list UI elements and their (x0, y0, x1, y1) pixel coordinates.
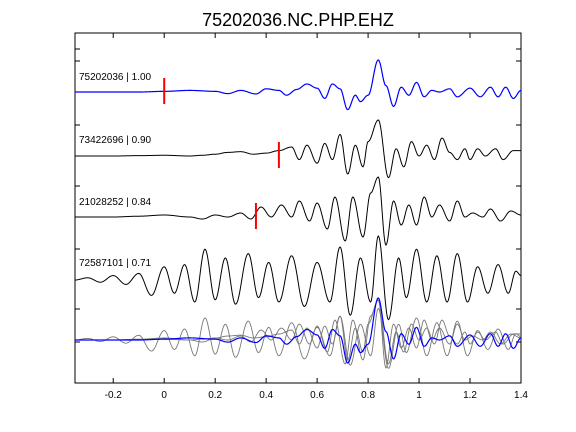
tick-layer: -0.2 0 0.2 0.4 0.6 0.8 1 1.2 1.4 (75, 33, 528, 401)
trace-label-3: 21028252 | 0.84 (79, 197, 152, 208)
waveform-trace-4 (74, 235, 522, 321)
axes-frame (74, 32, 522, 384)
stack-trace-1 (75, 297, 522, 364)
x-tick-label: -0.2 (105, 390, 123, 401)
stack-trace-3 (75, 299, 522, 369)
stack-trace-4 (74, 307, 522, 369)
x-tick-label: 0.6 (310, 390, 324, 401)
x-tick-label: 0 (161, 390, 167, 401)
x-tick-label: 1 (416, 390, 422, 401)
trace-label-1: 75202036 | 1.00 (79, 72, 152, 83)
waveform-trace-2 (75, 119, 521, 179)
waveform-trace-1 (75, 59, 522, 111)
x-tick-label: 0.2 (208, 390, 222, 401)
trace-label-2: 73422696 | 0.90 (79, 135, 152, 146)
x-tick-label: 1.2 (463, 390, 477, 401)
pick-markers (163, 78, 280, 229)
trace-label-4: 72587101 | 0.71 (79, 258, 152, 269)
waveform-trace-3 (75, 176, 522, 246)
x-tick-label: 0.8 (361, 390, 375, 401)
trace-labels: 75202036 | 1.00 73422696 | 0.90 21028252 |… (79, 72, 152, 269)
chart-title: 75202036.NC.PHP.EHZ (202, 10, 394, 30)
x-tick-label: 0.4 (259, 390, 273, 401)
x-tick-label: 1.4 (514, 390, 528, 401)
traces-layer (74, 59, 522, 369)
